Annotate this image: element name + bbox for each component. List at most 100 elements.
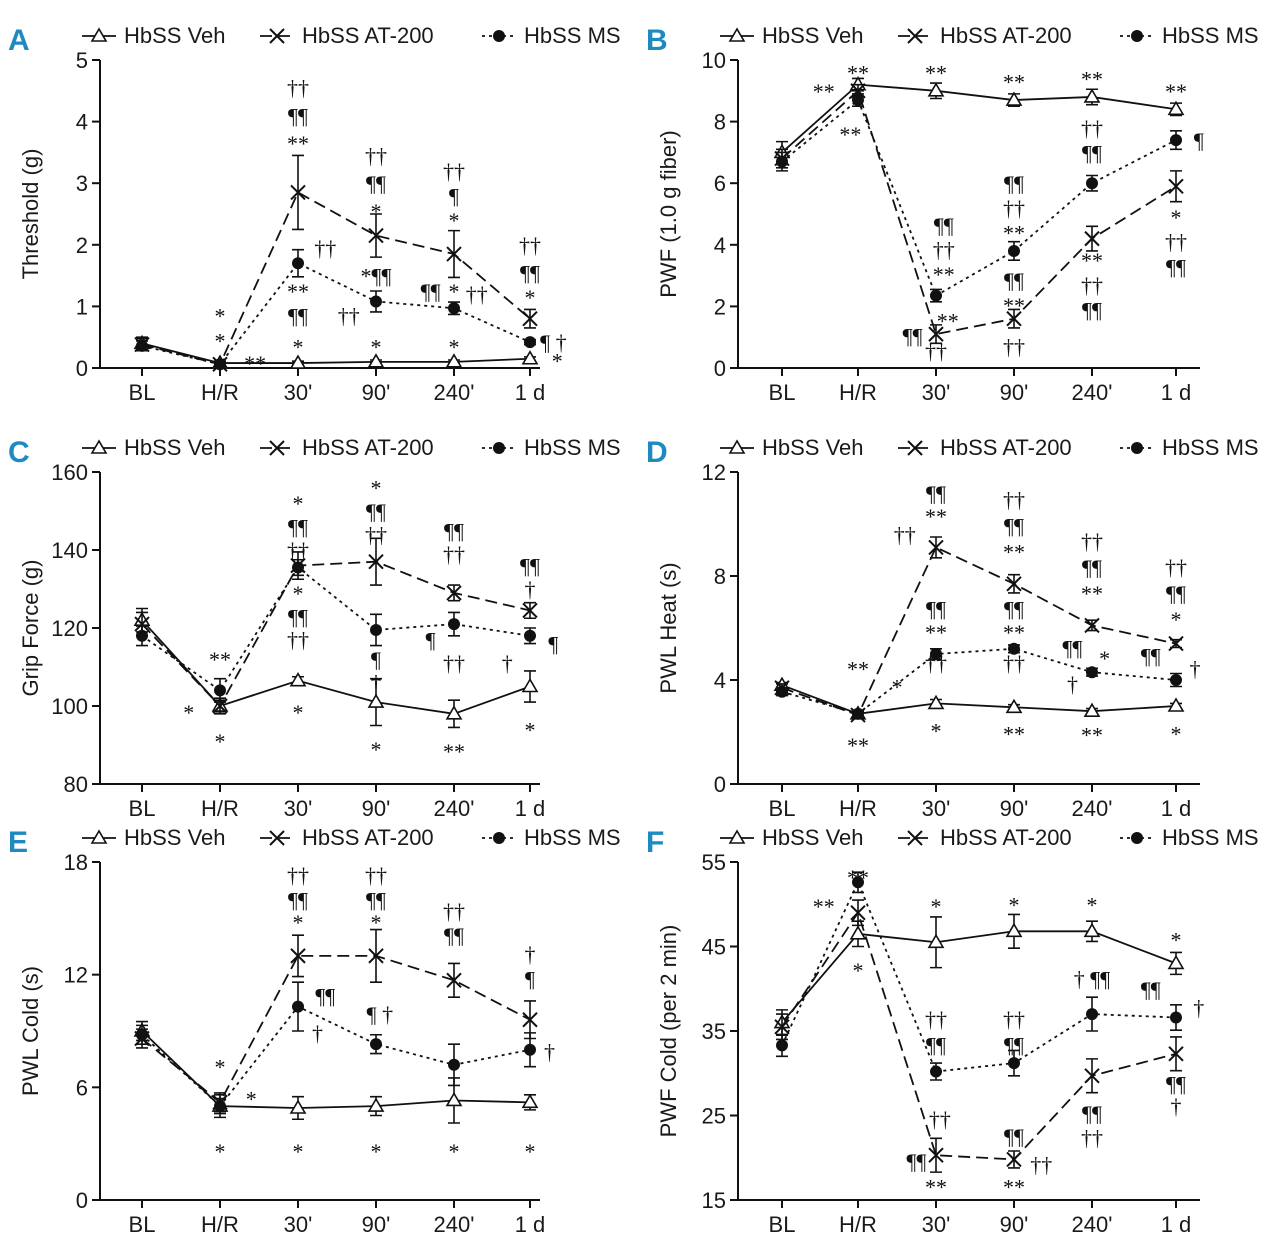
significance-mark: ** [925, 60, 947, 85]
significance-mark: * [215, 304, 226, 329]
significance-mark: * [1171, 721, 1182, 746]
data-point [522, 602, 538, 619]
data-point [930, 648, 942, 660]
significance-mark: * [449, 208, 460, 233]
panel-label: B [646, 24, 668, 57]
panel-label: E [8, 826, 28, 859]
data-point [1168, 178, 1184, 194]
significance-mark: ** [244, 351, 266, 376]
series-line [141, 566, 531, 692]
significance-mark: †† [443, 651, 465, 676]
legend-label: HbSS AT-200 [940, 825, 1072, 850]
legend-label: HbSS AT-200 [302, 825, 434, 850]
data-point [445, 353, 463, 368]
significance-mark: †† [1165, 555, 1187, 580]
legend-item: HbSS AT-200 [260, 825, 434, 850]
data-point [289, 354, 307, 369]
x-tick-label: 30' [922, 380, 951, 405]
data-point [368, 227, 384, 244]
significance-mark: ¶¶ [926, 1033, 946, 1058]
legend-label: HbSS Veh [762, 23, 864, 48]
legend-marker [269, 830, 285, 846]
significance-mark: †† [466, 282, 488, 307]
significance-mark: ** [1003, 293, 1025, 318]
data-point [927, 82, 945, 97]
y-tick-label: 0 [714, 772, 726, 797]
significance-mark: †† [929, 1107, 951, 1132]
legend-item: HbSS MS [482, 435, 621, 460]
series-line [781, 83, 1177, 154]
data-point [850, 904, 866, 921]
significance-mark: * [246, 1087, 257, 1112]
data-point [1083, 88, 1101, 103]
significance-mark: ** [813, 894, 835, 919]
significance-mark: * [293, 910, 304, 935]
legend-item: HbSS MS [482, 825, 621, 850]
significance-mark: ** [925, 1174, 947, 1199]
data-point [367, 1097, 385, 1112]
data-point [292, 561, 304, 574]
significance-mark: * [525, 717, 536, 742]
legend-marker [728, 27, 746, 42]
significance-mark: ** [1003, 1174, 1025, 1199]
significance-mark: †† [443, 159, 465, 184]
data-point [1170, 134, 1182, 147]
y-tick-label: 55 [702, 850, 726, 875]
x-tick-label: H/R [839, 380, 877, 405]
panel-E: E HbSS Veh HbSS AT-200 HbSS MS 0 6 12 18 BL H/R 30… [8, 825, 621, 1237]
significance-mark: ¶¶ [315, 983, 335, 1008]
legend-item: HbSS MS [1120, 435, 1259, 460]
significance-mark: ** [925, 504, 947, 529]
series-2 [134, 154, 538, 373]
data-point [927, 694, 945, 710]
legend-label: HbSS MS [1162, 825, 1259, 850]
significance-marks: *****¶¶††*¶¶††**¶¶††¶†*¶¶††¶††**¶¶†¶†* [183, 476, 558, 764]
x-tick-label: BL [129, 1212, 156, 1237]
significance-mark: * [371, 737, 382, 762]
series-2 [134, 537, 538, 715]
legend-label: HbSS AT-200 [302, 435, 434, 460]
x-tick-label: BL [769, 796, 796, 821]
data-point [448, 1058, 460, 1071]
significance-mark: †† [287, 538, 309, 563]
data-point [1084, 617, 1100, 634]
legend-label: HbSS MS [524, 23, 621, 48]
legend-marker [493, 442, 505, 454]
legend-item: HbSS MS [482, 23, 621, 48]
significance-mark: ¶¶ [1082, 297, 1102, 322]
x-tick-label: 240' [1072, 380, 1113, 405]
data-point [1083, 702, 1101, 718]
x-tick-label: 90' [1000, 796, 1029, 821]
legend: HbSS Veh HbSS AT-200 HbSS MS [82, 23, 621, 48]
significance-mark: ¶¶ [520, 554, 540, 579]
legend-label: HbSS MS [1162, 435, 1259, 460]
significance-mark: * [525, 1139, 536, 1164]
legend: HbSS Veh HbSS AT-200 HbSS MS [720, 435, 1259, 460]
series-3 [776, 93, 1182, 303]
data-point [1006, 311, 1022, 327]
legend-item: HbSS Veh [82, 23, 226, 48]
significance-mark: ¶¶ [366, 888, 386, 913]
y-tick-label: 0 [76, 1188, 88, 1213]
significance-mark: †† [1030, 1153, 1052, 1178]
data-point [1008, 642, 1020, 655]
series-3 [136, 248, 536, 371]
series-3 [776, 871, 1182, 1081]
significance-mark: †† [443, 542, 465, 567]
series-line [781, 89, 1177, 336]
significance-mark: †† [1003, 487, 1025, 512]
significance-mark: † ¶¶ [1074, 967, 1110, 992]
legend-label: HbSS AT-200 [940, 23, 1072, 48]
x-tick-label: 240' [434, 796, 475, 821]
series-1 [133, 334, 539, 369]
panel-D: D HbSS Veh HbSS AT-200 HbSS MS 0 4 8 12 BL H/R 30'… [646, 435, 1259, 821]
significance-mark: † [1067, 672, 1078, 697]
legend-item: HbSS AT-200 [898, 825, 1072, 850]
significance-mark: †† [443, 899, 465, 924]
data-point [1006, 1151, 1022, 1168]
significance-mark: * [293, 1139, 304, 1164]
y-tick-label: 3 [76, 171, 88, 196]
data-point [367, 353, 385, 368]
significance-mark: * [371, 1139, 382, 1164]
y-tick-label: 5 [76, 48, 88, 73]
